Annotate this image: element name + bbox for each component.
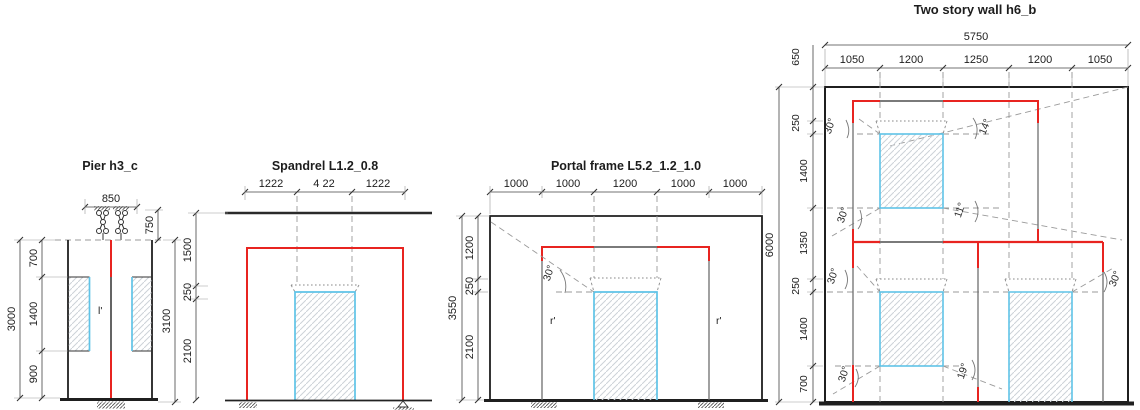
crack-lines-30deg (831, 118, 1116, 395)
wall-angle-11: 11° (952, 201, 968, 219)
pier-hatched-zone-left (68, 276, 91, 352)
portal-dim-2100: 2100 (464, 335, 476, 359)
pin-support-icon (239, 402, 257, 408)
spalling-corner-dashes (290, 284, 360, 293)
portal-dim-1200: 1200 (613, 178, 637, 190)
wall-upper-window-opening (879, 133, 944, 209)
wall-dim-1050-l: 1050 (840, 54, 864, 66)
pier-top-dim: 850 (102, 193, 120, 205)
portal-dim-1200-h: 1200 (464, 236, 476, 260)
wall-dim-1200-l: 1200 (899, 54, 923, 66)
pier-height-label: l' (98, 305, 102, 317)
wall-angle-story2-right-top: 30° (1107, 269, 1124, 288)
projection-lines (879, 72, 1073, 402)
portal-dim-1000-4: 1000 (723, 178, 747, 190)
dim-ticks (154, 206, 162, 244)
spandrel-dim-1222-left: 1222 (259, 178, 283, 190)
crack-line-30deg (490, 221, 595, 293)
pier-panel: Pier h3_c 850 (6, 159, 181, 409)
portal-angle-30: 30° (541, 264, 557, 283)
wall-dim-6000: 6000 (764, 233, 776, 257)
crack-baselines (827, 133, 1100, 367)
pier-dim-3100: 3100 (161, 309, 173, 333)
wall-dim-1250: 1250 (964, 54, 988, 66)
portal-dim-1000-1: 1000 (504, 178, 528, 190)
wall-angle-upper-left: 30° (822, 117, 838, 136)
dim-ticks (16, 236, 24, 402)
wall-angle-story2-left-bottom: 30° (836, 365, 852, 384)
dim-ticks (171, 236, 179, 406)
wall-title: Two story wall h6_b (914, 2, 1037, 17)
ground-hatch (531, 402, 557, 408)
pier-title: Pier h3_c (82, 159, 138, 173)
pier-dim-900: 900 (28, 365, 40, 383)
spandrel-opening (294, 291, 356, 400)
spalling-corner-dashes (875, 120, 1077, 293)
two-story-wall-panel: Two story wall h6_b 5750 1050 1200 1250 … (764, 2, 1134, 406)
wall-dim-1350: 1350 (798, 231, 810, 255)
pier-dim-700: 700 (28, 249, 40, 267)
ground-hatch (698, 402, 724, 408)
portal-dim-250: 250 (464, 277, 476, 295)
dim-ticks (458, 212, 466, 404)
dim-ticks (474, 212, 482, 404)
wall-dim-650: 650 (790, 48, 802, 66)
wall-angle-mid-left: 30° (835, 206, 851, 225)
dim-ticks (821, 41, 1132, 49)
loading-linkage-icon (94, 206, 129, 240)
dim-ticks (38, 236, 46, 402)
wall-dim-700: 700 (798, 375, 810, 393)
portal-frame-panel: Portal frame L5.2_1.2_1.0 1000 1000 1200… (447, 159, 768, 408)
angle-arc (559, 269, 567, 294)
spandrel-red-frame (246, 247, 404, 400)
spalling-corner-dashes (589, 277, 662, 293)
wall-angle-story2-left-top: 30° (825, 267, 841, 286)
portal-dim-3550: 3550 (447, 296, 459, 320)
pier-dim-3000: 3000 (6, 307, 18, 331)
wall-upper-red-frame (852, 100, 1039, 242)
portal-title: Portal frame L5.2_1.2_1.0 (551, 159, 701, 173)
portal-dim-1000-3: 1000 (671, 178, 695, 190)
wall-dim-250-u: 250 (790, 114, 802, 132)
spandrel-title: Spandrel L1.2_0.8 (272, 159, 378, 173)
roller-support-icon (393, 400, 414, 410)
portal-dim-1000-2: 1000 (556, 178, 580, 190)
wall-lower-red-frame (852, 242, 1104, 402)
dim-ticks (809, 83, 817, 406)
spandrel-panel: Spandrel L1.2_0.8 1222 4 22 1222 1500 25… (182, 159, 432, 410)
spandrel-dim-middle: 4 22 (313, 178, 334, 190)
wall-angle-14: 14° (977, 117, 994, 136)
wall-dim-1400-b: 1400 (798, 317, 810, 341)
pier-hatched-zone-right (131, 276, 152, 352)
ground-hatch (97, 401, 125, 409)
wall-door-opening (1008, 291, 1073, 402)
portal-opening (593, 291, 658, 400)
portal-right-pier-label: r' (716, 315, 722, 327)
wall-dim-1200-r: 1200 (1028, 54, 1052, 66)
extension-lines (807, 120, 823, 367)
spandrel-dim-1222-right: 1222 (366, 178, 390, 190)
wall-dim-1050-r: 1050 (1088, 54, 1112, 66)
wall-dim-1400-u: 1400 (798, 159, 810, 183)
spandrel-dim-250: 250 (182, 283, 194, 301)
portal-left-pier-label: r' (550, 315, 556, 327)
portal-red-lintel (541, 246, 710, 261)
pier-dim-750: 750 (144, 216, 156, 234)
spandrel-dim-2100: 2100 (182, 339, 194, 363)
pier-dim-1400: 1400 (28, 302, 40, 326)
dim-ticks (775, 83, 783, 406)
spandrel-dim-1500: 1500 (182, 238, 194, 262)
angle-arcs (844, 117, 1108, 388)
wall-lower-window-opening (879, 291, 944, 367)
wall-dim-250-m: 250 (790, 277, 802, 295)
crack-line-11deg (942, 207, 1123, 241)
wall-angle-19: 19° (955, 362, 971, 381)
wall-dim-5750: 5750 (964, 31, 988, 43)
